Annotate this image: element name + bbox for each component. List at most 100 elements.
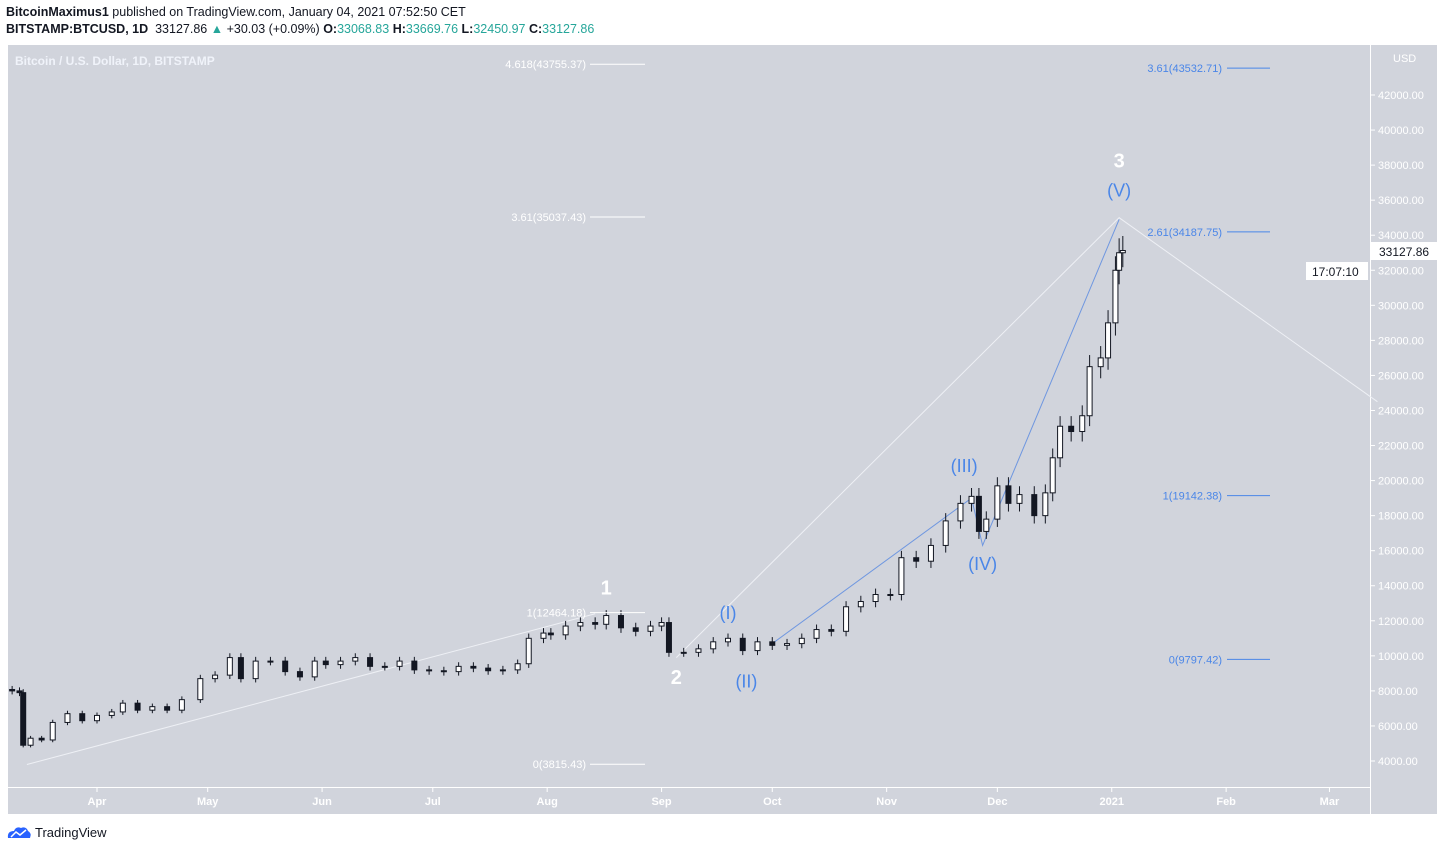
wave-label-minor: (V) (1107, 181, 1131, 201)
x-tick-label: Jun (312, 796, 332, 808)
candle-body (898, 557, 905, 596)
candle-body (267, 660, 274, 663)
candle-body (20, 692, 27, 746)
candle-body (226, 657, 233, 676)
candle-body (739, 637, 746, 652)
x-tick-label: Feb (1216, 796, 1236, 808)
close-label: C: (528, 22, 543, 36)
x-tick-label: Sep (651, 796, 671, 808)
y-tick-label: 42000.00 (1378, 90, 1424, 102)
publish-text: published on TradingView.com, January 04… (112, 5, 466, 19)
wave-label-major: 1 (601, 578, 612, 600)
candle-body (237, 657, 244, 680)
open-value: 33068.83 (337, 22, 390, 36)
y-tick-label: 12000.00 (1378, 616, 1424, 628)
candle-body (927, 544, 934, 562)
fib-level-label: 3.61(35037.43) (511, 212, 586, 224)
y-tick-label: 14000.00 (1378, 581, 1424, 593)
candle-body (134, 702, 141, 711)
x-tick-label: 2021 (1100, 796, 1124, 808)
fib-level-label-blue: 1(19142.38) (1163, 491, 1222, 503)
candle-body (1068, 425, 1075, 433)
x-tick-label: May (197, 796, 219, 808)
y-tick-label: 34000.00 (1378, 230, 1424, 242)
candle-body (887, 594, 894, 597)
low-value: 32450.97 (473, 22, 526, 36)
candle-body (252, 660, 259, 680)
x-tick-label: Mar (1320, 796, 1340, 808)
candle-body (1049, 457, 1056, 494)
y-tick-label: 40000.00 (1378, 125, 1424, 137)
candle-body (149, 706, 156, 711)
tradingview-logo[interactable]: TradingView (6, 824, 107, 840)
wave-label-major: 2 (671, 667, 682, 689)
trend-line-white (675, 217, 1378, 658)
y-tick-label: 24000.00 (1378, 405, 1424, 417)
candle-body (296, 671, 303, 678)
plot-area[interactable] (8, 45, 1370, 787)
candle-body (9, 688, 16, 692)
candle-body (64, 713, 71, 723)
fib-level-label-blue: 0(9797.42) (1169, 654, 1222, 666)
y-tick-label: 20000.00 (1378, 476, 1424, 488)
candle-body (592, 622, 599, 625)
trend-line-white (26, 613, 596, 765)
last-price-tag (1371, 242, 1437, 260)
x-tick-label: Apr (88, 796, 108, 808)
candle-body (337, 660, 344, 666)
x-tick-label: Jul (425, 796, 441, 808)
wave-label-minor: (III) (951, 456, 978, 476)
candle-body (647, 625, 654, 632)
candle-body (1112, 269, 1119, 324)
close-value: 33127.86 (542, 22, 595, 36)
last-price: 33127.86 (155, 22, 208, 36)
y-tick-label: 36000.00 (1378, 195, 1424, 207)
candle-body (577, 622, 584, 627)
high-label: H: (392, 22, 406, 36)
candle-body (1116, 252, 1123, 271)
fib-level-label-blue: 2.61(34187.75) (1147, 227, 1222, 239)
high-value: 33669.76 (405, 22, 459, 36)
y-tick-label: 10000.00 (1378, 651, 1424, 663)
author[interactable]: BitcoinMaximus1 (6, 5, 109, 19)
wave-label-minor: (IV) (968, 554, 997, 574)
candle-body (872, 594, 879, 603)
x-tick-label: Dec (987, 796, 1007, 808)
wave-label-major: 3 (1114, 150, 1125, 172)
candle-body (562, 625, 569, 636)
candle-body (1086, 366, 1093, 417)
candle-body (975, 495, 982, 532)
candle-body (1097, 357, 1104, 368)
candle-body (769, 641, 776, 646)
candle-body (710, 641, 717, 650)
candle-body (665, 622, 672, 653)
candle-body (617, 615, 624, 629)
candle-body (94, 714, 100, 722)
brand-name: TradingView (35, 824, 107, 840)
candle-body (1016, 494, 1023, 504)
price-axis[interactable] (1371, 45, 1437, 814)
candle-body (1119, 250, 1126, 254)
candle-body (843, 606, 850, 632)
candle-body (1105, 322, 1112, 359)
candle-body (16, 690, 23, 694)
fib-level-label: 0(3815.43) (533, 759, 586, 771)
time-axis[interactable] (8, 788, 1370, 814)
candle-body (396, 660, 403, 667)
candle-body (367, 657, 374, 667)
x-tick-label: Nov (876, 796, 898, 808)
candle-body (784, 643, 791, 646)
change: +30.03 (+0.09%) (226, 22, 320, 36)
symbol-info: BITSTAMP:BTCUSD, 1D 33127.86 ▲ +30.03 (+… (6, 22, 594, 36)
candle-body (603, 615, 610, 625)
y-tick-label: 38000.00 (1378, 160, 1424, 172)
countdown-tag (1306, 262, 1368, 280)
candle-body (754, 641, 761, 652)
candle-body (994, 485, 1001, 520)
candle-body (485, 667, 492, 672)
candle-body (913, 557, 920, 562)
candle-body (1031, 494, 1038, 517)
y-tick-label: 32000.00 (1378, 265, 1424, 277)
countdown-text: 17:07:10 (1312, 265, 1359, 279)
